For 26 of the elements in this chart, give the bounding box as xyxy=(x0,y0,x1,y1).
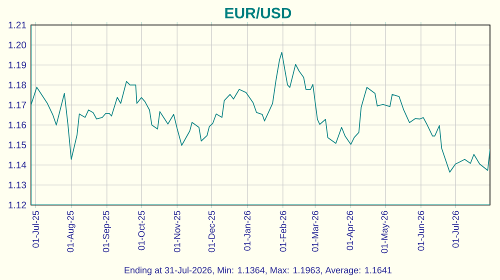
y-tick-label: 1.15 xyxy=(8,142,26,148)
y-tick-label: 1.21 xyxy=(8,22,26,28)
y-tick-label: 1.13 xyxy=(8,182,26,188)
x-tick-label: 01-Jun-26 xyxy=(418,210,424,251)
y-tick-label: 1.20 xyxy=(8,42,26,48)
x-tick-label: 01-Apr-26 xyxy=(346,210,355,250)
y-tick-label: 1.18 xyxy=(8,82,26,88)
line-series xyxy=(31,52,490,173)
x-tick-label: 01-Sep-25 xyxy=(102,210,112,252)
x-tick-label: 01-Jul-25 xyxy=(32,210,39,248)
x-tick-label: 01-Dec-25 xyxy=(208,210,215,252)
y-tick-label: 1.19 xyxy=(8,62,26,68)
x-tick-label: 01-Feb-26 xyxy=(280,210,286,252)
y-tick-label: 1.17 xyxy=(8,102,26,108)
x-tick-label: 01-May-26 xyxy=(381,210,390,254)
text: Ending at 31-Jul-2026, Min: 1.1364, Max: 1.1963, Average: 1.1641 xyxy=(124,266,392,276)
x-tick-label: 01-Mar-26 xyxy=(312,210,318,252)
chart-title: EUR/USD xyxy=(225,7,292,19)
x-tick-label: 01-Nov-25 xyxy=(174,210,180,252)
y-tick-label: 1.16 xyxy=(8,122,26,128)
x-tick-label: 01-Jul-26 xyxy=(452,210,459,248)
x-tick-label: 01-Aug-25 xyxy=(67,210,76,252)
y-tick-label: 1.12 xyxy=(8,202,26,208)
y-tick-label: 1.14 xyxy=(8,162,26,168)
x-tick-label: 01-Jan-26 xyxy=(244,210,250,251)
x-tick-label: 01-Oct-25 xyxy=(138,210,145,250)
